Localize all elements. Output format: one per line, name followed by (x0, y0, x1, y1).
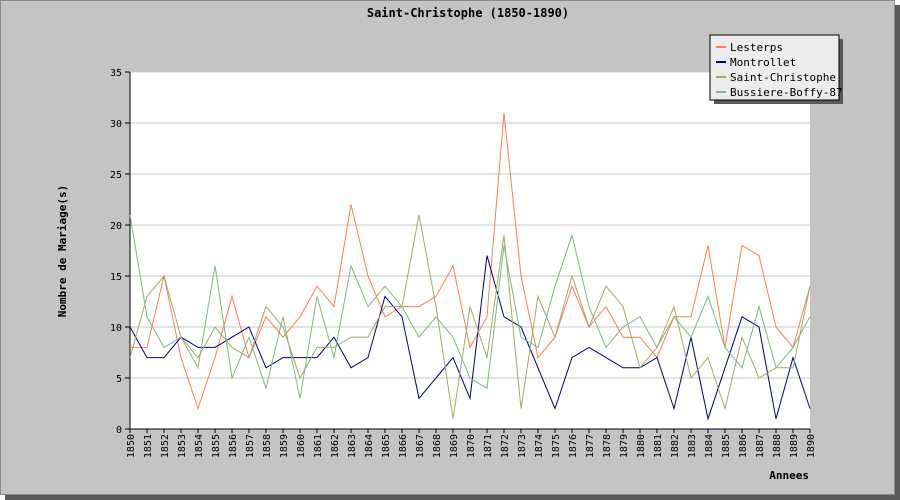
x-tick-label: 1860 (296, 434, 307, 458)
x-tick-label: 1885 (721, 434, 732, 458)
legend-box (709, 34, 840, 101)
x-tick-label: 1855 (211, 434, 222, 458)
series-line-saint-christophe (129, 214, 811, 419)
y-tick-label: 15 (110, 272, 122, 283)
x-tick-label: 1874 (534, 434, 545, 458)
x-tick-label: 1854 (194, 434, 205, 458)
y-tick-label: 0 (116, 425, 122, 436)
plot-area (130, 72, 810, 429)
legend-label-saint-christophe: Saint-Christophe (730, 71, 836, 84)
x-tick-label: 1889 (789, 434, 800, 458)
x-tick-label: 1865 (381, 434, 392, 458)
x-tick-label: 1887 (755, 434, 766, 458)
legend-label-montrollet: Montrollet (730, 56, 796, 69)
x-tick-label: 1869 (449, 434, 460, 458)
x-tick-label: 1888 (772, 434, 783, 458)
series-line-bussiere-boffy-87 (129, 214, 811, 399)
x-tick-label: 1876 (568, 434, 579, 458)
x-tick-label: 1864 (364, 434, 375, 458)
x-tick-label: 1861 (313, 434, 324, 458)
x-tick-label: 1890 (806, 434, 817, 458)
x-tick-label: 1872 (500, 434, 511, 458)
x-tick-label: 1875 (551, 434, 562, 458)
y-tick-label: 10 (110, 323, 122, 334)
y-tick-label: 30 (110, 119, 122, 130)
x-tick-label: 1862 (330, 434, 341, 458)
x-tick-label: 1881 (653, 434, 664, 458)
x-tick-label: 1884 (704, 434, 715, 458)
x-tick-label: 1878 (602, 434, 613, 458)
x-tick-label: 1886 (738, 434, 749, 458)
x-tick-label: 1856 (228, 434, 239, 458)
x-tick-label: 1859 (279, 434, 290, 458)
x-tick-label: 1851 (143, 434, 154, 458)
y-tick-label: 5 (116, 374, 122, 385)
x-tick-label: 1852 (160, 434, 171, 458)
x-axis-ticks: 1850 1851 1852 1853 1854 1855 1856 1857 1858 1859… (126, 429, 817, 458)
y-tick-label: 25 (110, 170, 122, 181)
legend-label-lesterps: Lesterps (730, 41, 783, 54)
y-tick-label: 20 (110, 221, 122, 232)
series-line-lesterps (130, 112, 811, 411)
series-line-montrollet (129, 255, 811, 421)
x-tick-label: 1868 (432, 434, 443, 458)
x-tick-label: 1871 (483, 434, 494, 458)
x-tick-label: 1879 (619, 434, 630, 458)
x-tick-label: 1877 (585, 434, 596, 458)
x-tick-label: 1880 (636, 434, 647, 458)
grid-lines (130, 71, 810, 379)
x-axis-label: Annees (769, 469, 809, 482)
x-tick-label: 1850 (126, 434, 137, 458)
x-tick-label: 1853 (177, 434, 188, 458)
x-tick-label: 1870 (466, 434, 477, 458)
x-tick-label: 1858 (262, 434, 273, 458)
x-tick-label: 1857 (245, 434, 256, 458)
legend-label-bussiere-boffy-87: Bussiere-Boffy-87 (730, 86, 843, 99)
legend: Lesterps Montrollet Saint-Christophe Bussie… (709, 34, 843, 104)
x-tick-label: 1882 (670, 434, 681, 458)
series-lines (129, 112, 811, 421)
x-tick-label: 1873 (517, 434, 528, 458)
x-tick-label: 1867 (415, 434, 426, 458)
x-tick-label: 1883 (687, 434, 698, 458)
x-tick-label: 1866 (398, 434, 409, 458)
x-tick-label: 1863 (347, 434, 358, 458)
chart-title: Saint-Christophe (1850-1890) (367, 6, 569, 20)
y-tick-label: 35 (110, 68, 122, 79)
y-axis-label: Nombre de Mariage(s) (56, 185, 69, 317)
